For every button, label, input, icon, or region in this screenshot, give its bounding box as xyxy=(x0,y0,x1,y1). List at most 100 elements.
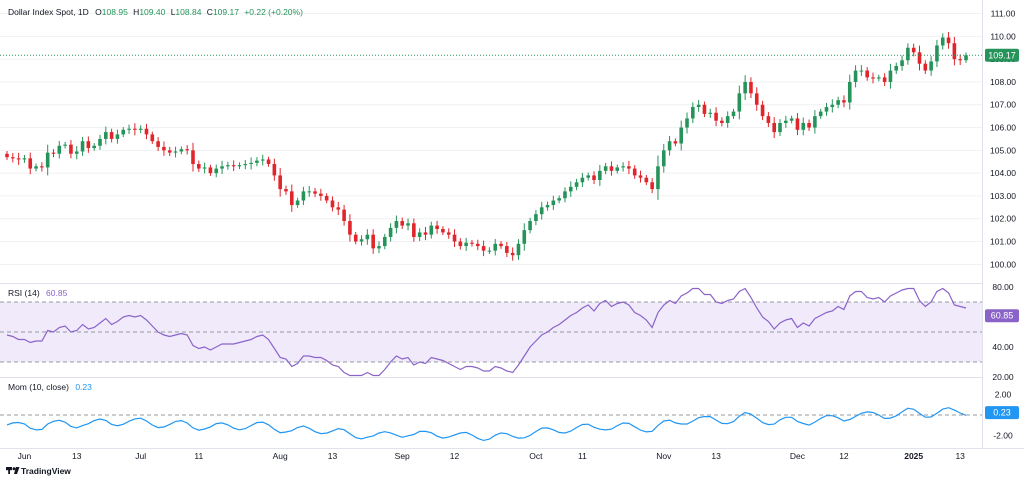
candle-body xyxy=(452,234,457,242)
candle xyxy=(226,161,230,170)
candle xyxy=(598,164,602,186)
candle xyxy=(214,164,219,178)
candle xyxy=(342,204,346,226)
candle-body xyxy=(167,150,172,153)
candle-body xyxy=(499,243,503,247)
candle xyxy=(377,241,381,254)
candle xyxy=(853,65,858,88)
candle xyxy=(958,54,962,66)
candle xyxy=(923,60,928,74)
candle-body xyxy=(842,100,846,103)
candle xyxy=(656,155,660,200)
momentum-legend-value: 0.23 xyxy=(75,382,92,392)
price-tick-label: 106.00 xyxy=(990,123,1016,133)
candle-body xyxy=(516,243,521,256)
candle-body xyxy=(295,200,300,206)
candle-body xyxy=(80,141,85,152)
time-tick-label: 13 xyxy=(711,451,721,461)
candle-body xyxy=(900,60,904,66)
rsi-band-lines xyxy=(0,301,982,363)
candle xyxy=(272,158,277,181)
candle-body xyxy=(231,165,236,167)
momentum-title: Mom (10, close) xyxy=(8,382,69,392)
candle-body xyxy=(307,191,312,193)
candle-body xyxy=(737,93,742,112)
candle xyxy=(877,74,881,82)
candle xyxy=(784,115,788,128)
time-axis[interactable]: Jun 13 Jul 11 Aug 13 Sep 12 Oct 11 Nov 13 Dec 12 2025 1… xyxy=(18,451,966,461)
candle xyxy=(603,162,608,175)
tradingview-brand[interactable]: TradingView xyxy=(6,466,71,476)
time-tick-label: Dec xyxy=(790,451,806,461)
candle-body xyxy=(940,37,945,46)
candle xyxy=(865,67,869,81)
candle-body xyxy=(551,200,556,206)
candle xyxy=(92,143,96,151)
candle xyxy=(435,220,439,234)
candle-body xyxy=(754,93,759,105)
candle-body xyxy=(458,241,463,247)
candle-body xyxy=(191,150,195,165)
candle xyxy=(818,108,823,119)
time-tick-label: Nov xyxy=(656,451,672,461)
time-tick-label: Oct xyxy=(529,451,543,461)
candle-body xyxy=(696,104,701,108)
candle-body xyxy=(196,164,201,169)
candle xyxy=(894,62,899,74)
time-tick-label: 13 xyxy=(955,451,965,461)
momentum-tick-label: -2.00 xyxy=(993,431,1013,441)
time-tick-label: Aug xyxy=(273,451,288,461)
candle-body xyxy=(923,63,928,71)
candle-body xyxy=(301,191,306,201)
candle xyxy=(754,87,759,111)
candle xyxy=(98,134,102,150)
candle xyxy=(568,181,573,197)
candle-body xyxy=(16,158,21,160)
candle-body xyxy=(272,164,277,176)
candle xyxy=(121,127,126,138)
candle xyxy=(34,163,38,172)
candle xyxy=(557,195,561,204)
candle-body xyxy=(249,162,253,165)
candle xyxy=(260,154,265,166)
candle-body xyxy=(487,250,492,252)
open-label: O xyxy=(95,7,102,17)
candle-body xyxy=(685,118,689,128)
candle-body xyxy=(173,151,178,153)
candle-body xyxy=(226,165,230,167)
candle xyxy=(720,117,724,127)
candle-body xyxy=(336,207,341,210)
candle-body xyxy=(679,127,684,144)
candle xyxy=(138,125,143,134)
candle xyxy=(528,217,532,234)
candle-body xyxy=(871,77,875,79)
price-tick-label: 102.00 xyxy=(990,214,1016,224)
rsi-tick-label: 20.00 xyxy=(992,372,1014,382)
current-price-tag-label: 109.17 xyxy=(988,50,1016,60)
candle-body xyxy=(446,232,451,235)
candle xyxy=(348,214,352,242)
candle-body xyxy=(382,236,387,247)
candle-body xyxy=(911,47,916,53)
candle-body xyxy=(708,112,713,114)
candle xyxy=(417,228,422,242)
candle xyxy=(789,115,794,124)
candle xyxy=(423,226,428,241)
candle xyxy=(679,120,684,151)
time-tick-label: 13 xyxy=(72,451,82,461)
candle xyxy=(702,101,707,118)
candle-body xyxy=(69,144,73,154)
candle-body xyxy=(929,61,933,71)
momentum-tick-label: 2.00 xyxy=(995,389,1012,399)
price-tick-label: 110.00 xyxy=(990,31,1016,41)
candle xyxy=(452,229,457,247)
candle xyxy=(243,159,248,170)
candle-body xyxy=(807,122,811,128)
candle-body xyxy=(702,104,707,114)
candle-body xyxy=(859,70,864,72)
candle xyxy=(237,162,242,170)
candle-body xyxy=(86,141,91,149)
candle-body xyxy=(673,141,678,144)
